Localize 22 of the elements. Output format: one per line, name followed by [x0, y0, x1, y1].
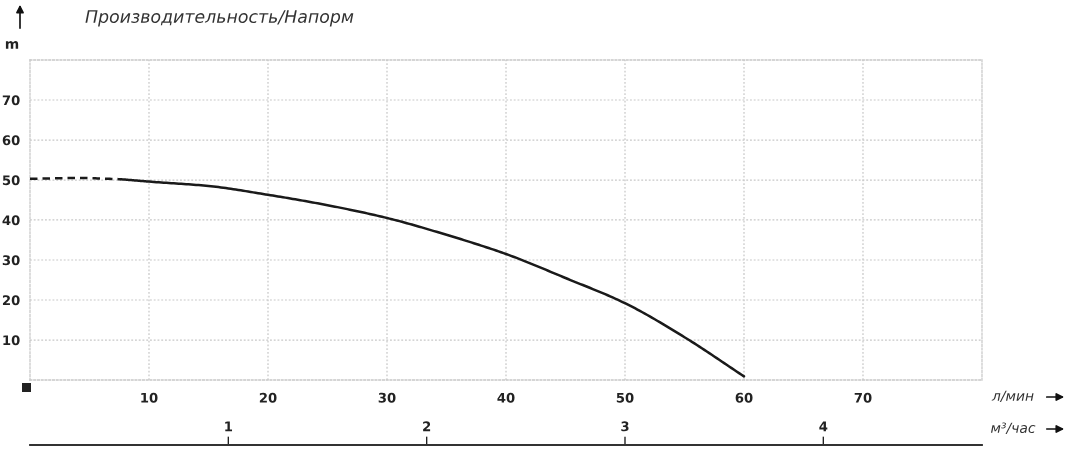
x-axis-title: л/мин: [991, 390, 1034, 403]
y-tick-label: 70: [2, 95, 20, 106]
y-tick-label: 40: [2, 215, 20, 226]
y-tick-label: 60: [2, 135, 20, 146]
chart-title: Производительность/Напорм: [85, 10, 354, 27]
y-tick-label: 20: [2, 295, 20, 306]
x2-axis-title: м³/час: [990, 422, 1036, 435]
y-tick-label: 10: [3, 335, 20, 346]
x-tick-label: 30: [378, 392, 396, 403]
x2-tick-label: 4: [819, 421, 828, 432]
y-tick-label: 30: [2, 255, 20, 266]
x-tick-label: 20: [259, 392, 277, 403]
x-tick-label: 10: [141, 392, 158, 403]
x2-tick-label: 1: [225, 421, 233, 432]
x-tick-label: 60: [735, 392, 753, 403]
y-axis-title: m: [5, 41, 19, 49]
x-tick-label: 70: [854, 392, 872, 403]
x-tick-label: 40: [497, 392, 515, 403]
y-tick-label: 50: [2, 175, 20, 186]
x-tick-label: 50: [616, 392, 634, 403]
x2-tick-label: 3: [621, 421, 629, 432]
x2-tick-label: 2: [423, 421, 431, 432]
